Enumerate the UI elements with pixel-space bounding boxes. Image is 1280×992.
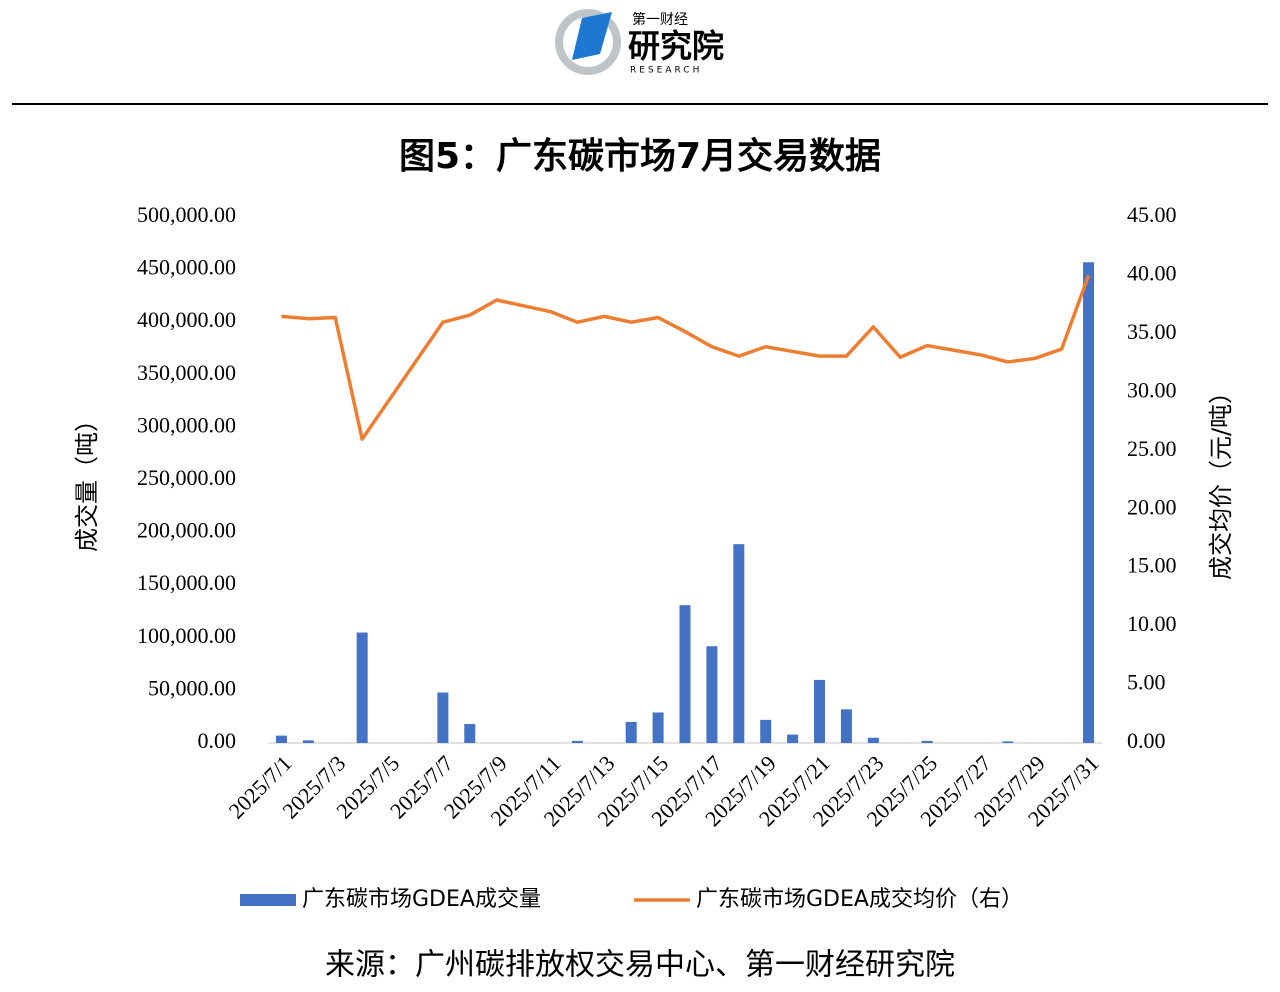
y2-tick-label: 15.00 [1127, 553, 1177, 578]
y2-tick-label: 40.00 [1127, 260, 1177, 285]
logo: 第一财经 研究院 RESEARCH [555, 9, 724, 76]
y2-tick-label: 25.00 [1127, 436, 1177, 461]
bar [652, 712, 664, 743]
y2-axis-title: 成交均价（元/吨） [1207, 380, 1235, 580]
logo-sub: RESEARCH [630, 66, 702, 76]
bar [921, 740, 933, 743]
y2-tick-label: 10.00 [1127, 611, 1177, 636]
y-tick-label: 450,000.00 [137, 255, 236, 280]
y-tick-label: 350,000.00 [137, 360, 236, 385]
y-tick-label: 200,000.00 [137, 518, 236, 543]
bar [760, 719, 772, 743]
bar [437, 692, 449, 743]
logo-main: 研究院 [628, 27, 724, 65]
bar [840, 709, 852, 743]
y-tick-label: 0.00 [198, 728, 237, 753]
y2-tick-label: 35.00 [1127, 319, 1177, 344]
y-tick-label: 250,000.00 [137, 465, 236, 490]
legend-label: 广东碳市场GDEA成交均价（右） [696, 887, 1023, 912]
bar [733, 544, 745, 743]
y2-tick-label: 0.00 [1127, 728, 1166, 753]
bar [814, 679, 826, 743]
y-tick-label: 400,000.00 [137, 307, 236, 332]
y2-tick-label: 5.00 [1127, 670, 1166, 695]
bar [625, 721, 637, 743]
bar [464, 724, 476, 743]
y-tick-label: 300,000.00 [137, 412, 236, 437]
bar [787, 734, 799, 743]
bar [571, 740, 583, 743]
y2-tick-label: 45.00 [1127, 202, 1177, 227]
y-axis-title: 成交量（吨） [73, 408, 101, 552]
y-tick-label: 500,000.00 [137, 202, 236, 227]
chart-title: 图5：广东碳市场7月交易数据 [399, 135, 881, 177]
logo-mark [572, 12, 612, 60]
y-tick-label: 100,000.00 [137, 623, 236, 648]
y-tick-label: 150,000.00 [137, 570, 236, 595]
legend-label: 广东碳市场GDEA成交量 [302, 887, 541, 912]
y2-tick-label: 20.00 [1127, 494, 1177, 519]
bar [679, 605, 691, 743]
bar [1083, 262, 1095, 743]
bar [1002, 741, 1014, 743]
y-tick-label: 50,000.00 [148, 675, 236, 700]
bar [706, 646, 718, 743]
bar [867, 737, 879, 743]
y2-tick-label: 30.00 [1127, 377, 1177, 402]
price-line [281, 274, 1091, 441]
legend-swatch [240, 894, 296, 906]
bar [275, 735, 287, 743]
bar [356, 632, 368, 743]
logo-top: 第一财经 [632, 11, 688, 28]
bar [302, 740, 314, 743]
source: 来源：广州碳排放权交易中心、第一财经研究院 [325, 948, 955, 983]
